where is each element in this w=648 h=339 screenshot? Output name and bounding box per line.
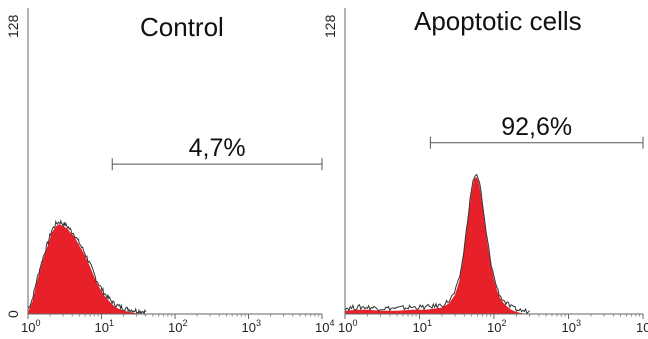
y-tick-max-apoptotic: 128 (322, 14, 338, 38)
x-ticks-control: 100 101 102 103 104 (21, 314, 334, 335)
gate-percentage-control: 4,7% (189, 134, 246, 162)
histogram-area-control (28, 224, 146, 314)
x-tick-label: 104 (636, 318, 648, 335)
panel-apoptotic: Apoptotic cells 128 100 101 102 103 104 92,6… (322, 6, 648, 335)
gate-percentage-apoptotic: 92,6% (501, 113, 572, 141)
y-tick-min-control: 0 (5, 310, 21, 318)
x-tick-label: 101 (413, 318, 432, 335)
panel-title-control: Control (140, 12, 224, 42)
x-tick-label: 103 (562, 318, 581, 335)
y-tick-max-control: 128 (5, 14, 21, 38)
x-tick-label: 102 (168, 318, 187, 335)
panel-control: Control 128 0 100 101 102 103 104 4,7% (5, 8, 334, 335)
histogram-area-apoptotic (345, 177, 530, 314)
x-tick-label: 101 (95, 318, 114, 335)
gate-marker-control (111, 158, 323, 171)
histogram-outline-apoptotic (344, 173, 530, 315)
x-tick-label: 103 (242, 318, 261, 335)
x-tick-label: 102 (487, 318, 506, 335)
gate-marker-apoptotic (429, 136, 644, 149)
histogram-outline-control (27, 219, 147, 316)
x-tick-label: 104 (315, 318, 334, 335)
x-ticks-apoptotic: 100 101 102 103 104 (338, 314, 648, 335)
x-tick-label: 100 (21, 318, 40, 335)
x-tick-label: 100 (338, 318, 357, 335)
panel-title-apoptotic: Apoptotic cells (414, 6, 582, 36)
